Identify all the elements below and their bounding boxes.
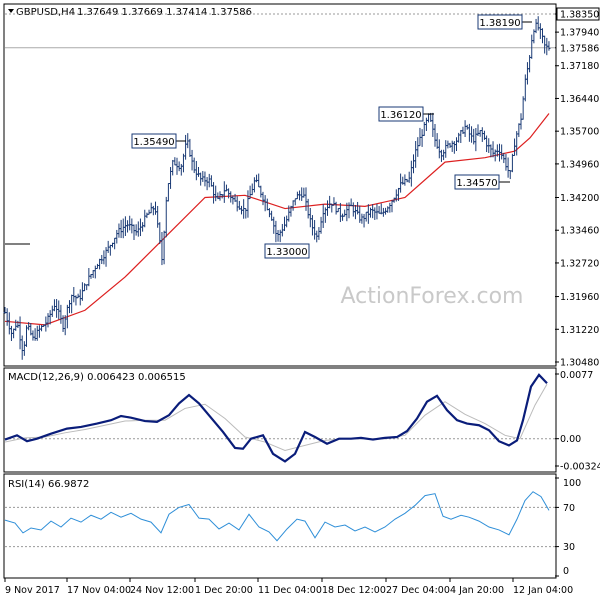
- annotation-label: 1.36120: [380, 110, 421, 121]
- price-tick-label: 1.33460: [560, 226, 599, 237]
- rsi-tick: 0: [555, 566, 569, 577]
- x-tick-label: 4 Jan 20:00: [450, 585, 504, 596]
- price-tick: 1.31960: [555, 292, 599, 303]
- price-tick: 1.34960: [555, 159, 599, 170]
- ohlc-values: 1.37649 1.37669 1.37414 1.37586: [77, 7, 252, 18]
- price-tick-label: 1.35700: [560, 127, 599, 138]
- x-tick-label: 9 Nov 2017: [5, 585, 60, 596]
- price-tick: 1.34200: [555, 193, 599, 204]
- macd-tick-label: 0.00: [560, 434, 581, 445]
- x-tick: 18 Dec 12:00: [321, 578, 386, 596]
- price-annotation: 1.34570: [454, 174, 510, 190]
- x-tick: 27 Dec 04:00: [385, 578, 450, 596]
- x-tick-label: 18 Dec 12:00: [322, 585, 386, 596]
- price-annotation: 1.38190: [477, 14, 532, 30]
- rsi-tick: 70: [555, 503, 575, 514]
- price-tick: 1.33460: [555, 226, 599, 237]
- rsi-tick-label: 100: [563, 478, 581, 489]
- x-tick: 9 Nov 2017: [4, 578, 60, 596]
- rsi-panel: [3, 473, 557, 579]
- macd-signal-line: [4, 383, 548, 451]
- symbol-timeframe: GBPUSD,H4: [16, 7, 75, 18]
- price-tick-label: 1.37586: [560, 43, 599, 54]
- rsi-tick-label: 70: [563, 503, 575, 514]
- annotation-label: 1.34570: [456, 178, 497, 189]
- price-tick-label: 1.37940: [560, 28, 599, 39]
- price-tick: 1.38350: [555, 7, 600, 21]
- price-tick-label: 1.30480: [560, 358, 599, 369]
- watermark: ActionForex.com: [341, 284, 524, 309]
- rsi-tick-label: 0: [563, 566, 569, 577]
- price-tick-label: 1.31960: [560, 292, 599, 303]
- x-tick-label: 12 Jan 04:00: [513, 585, 573, 596]
- x-tick: 12 Jan 04:00: [512, 578, 573, 596]
- ohlc-bar: [547, 41, 551, 51]
- price-annotation: 1.35490: [131, 133, 186, 149]
- x-tick: 1 Dec 20:00: [194, 578, 253, 596]
- price-tick: 1.37180: [555, 61, 599, 72]
- price-tick-label: 1.32720: [560, 258, 599, 269]
- price-tick-label: 1.37180: [560, 61, 599, 72]
- price-tick: 1.30480: [555, 358, 599, 369]
- x-tick-label: 11 Dec 04:00: [258, 585, 322, 596]
- macd-panel: [3, 367, 557, 473]
- price-tick: 1.32720: [555, 258, 599, 269]
- macd-tick: 0.00: [555, 434, 581, 445]
- annotation-label: 1.35490: [133, 137, 174, 148]
- price-tick-label: 1.36440: [560, 94, 599, 105]
- price-tick-label: 1.31220: [560, 325, 599, 336]
- annotation-label: 1.38190: [479, 18, 520, 29]
- rsi-line: [4, 491, 550, 542]
- x-tick: 24 Nov 12:00: [129, 578, 194, 596]
- x-tick-label: 17 Nov 04:00: [67, 585, 131, 596]
- price-tick: 1.37940: [555, 28, 599, 39]
- x-tick-label: 27 Dec 04:00: [386, 585, 450, 596]
- dropdown-arrow-icon[interactable]: [8, 9, 14, 13]
- price-tick: 1.37586: [555, 41, 600, 55]
- macd-tick: -0.003249: [555, 461, 600, 472]
- price-tick: 1.31220: [555, 325, 599, 336]
- rsi-tick: 30: [555, 542, 575, 553]
- chart-header: GBPUSD,H4 1.37649 1.37669 1.37414 1.3758…: [8, 7, 252, 18]
- x-tick-label: 1 Dec 20:00: [195, 585, 253, 596]
- price-tick: 1.35700: [555, 127, 599, 138]
- macd-tick: 0.0077: [555, 370, 593, 381]
- rsi-tick: 100: [555, 477, 581, 489]
- price-tick-label: 1.34960: [560, 159, 599, 170]
- price-tick-label: 1.38350: [560, 10, 599, 21]
- price-annotation: 1.36120: [378, 106, 434, 122]
- macd-tick-label: -0.003249: [560, 461, 600, 472]
- annotation-label: 1.33000: [266, 247, 307, 258]
- price-annotation: 1.33000: [264, 243, 310, 259]
- rsi-title: RSI(14) 66.9872: [8, 479, 89, 490]
- x-tick-label: 24 Nov 12:00: [130, 585, 194, 596]
- price-tick-label: 1.34200: [560, 193, 599, 204]
- rsi-tick-label: 30: [563, 542, 575, 553]
- x-tick: 4 Jan 20:00: [449, 578, 504, 596]
- macd-title: MACD(12,26,9) 0.006423 0.006515: [8, 372, 186, 383]
- x-tick: 17 Nov 04:00: [66, 578, 131, 596]
- x-tick: 11 Dec 04:00: [257, 578, 322, 596]
- price-tick: 1.36440: [555, 94, 599, 105]
- macd-line: [4, 373, 548, 463]
- macd-tick-label: 0.0077: [560, 370, 593, 381]
